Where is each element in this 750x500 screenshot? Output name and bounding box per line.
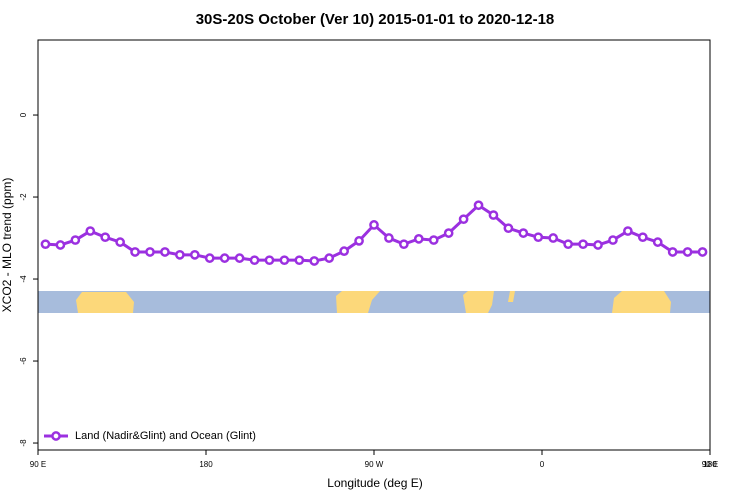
data-point (623, 226, 633, 236)
data-point (652, 237, 663, 247)
ocean-band (38, 291, 710, 313)
data-point (324, 253, 335, 263)
data-point (369, 220, 379, 230)
data-point (85, 226, 96, 236)
y-tick-label: 0 (19, 112, 28, 117)
data-point (160, 247, 170, 257)
data-point (189, 249, 200, 260)
data-point (234, 253, 245, 263)
data-point (682, 247, 693, 257)
data-point (563, 239, 573, 250)
land-patch (612, 291, 671, 313)
data-point (40, 239, 51, 250)
data-point (100, 232, 111, 243)
data-point (548, 233, 559, 243)
data-point (294, 255, 305, 266)
data-point (279, 255, 290, 266)
data-point (518, 228, 529, 238)
data-point (339, 246, 349, 256)
land-patch (76, 292, 134, 313)
data-point (204, 253, 215, 263)
y-tick-label: -8 (19, 439, 28, 447)
data-point (503, 223, 514, 234)
data-point (578, 239, 588, 250)
data-point (533, 232, 544, 243)
land-mask (38, 291, 710, 313)
data-point (249, 255, 260, 266)
y-tick-label: -2 (19, 193, 28, 201)
x-tick-label: 90 E (30, 460, 46, 469)
land-patch (463, 291, 494, 313)
data-point (637, 232, 648, 243)
data-point (130, 247, 140, 257)
data-point (264, 255, 275, 266)
data-point (413, 234, 424, 244)
x-tick-label: 90 W (365, 460, 384, 469)
x-tick-label: 180 (199, 460, 213, 469)
data-point (473, 200, 484, 211)
data-point (115, 237, 125, 247)
x-axis-label: Longitude (deg E) (327, 476, 422, 490)
x-tick-label: 0 (540, 460, 545, 469)
data-point (70, 235, 81, 245)
legend-label: Land (Nadir&Glint) and Ocean (Glint) (75, 430, 256, 442)
land-patch (336, 291, 380, 313)
data-point (55, 240, 66, 250)
x-tick-label: 180 (703, 460, 717, 469)
chart-title: 30S-20S October (Ver 10) 2015-01-01 to 2… (196, 11, 555, 28)
data-point (399, 239, 409, 250)
series-line (45, 203, 703, 263)
data-point (593, 240, 603, 250)
data-point (428, 235, 439, 245)
data-point (145, 247, 155, 257)
data-point (458, 214, 469, 225)
data-point (667, 247, 678, 257)
data-point (697, 247, 708, 257)
legend-marker (51, 431, 61, 441)
y-axis-label: XCO2 - MLO trend (ppm) (0, 178, 14, 313)
y-tick-label: -6 (19, 357, 28, 365)
y-tick-label: -4 (19, 275, 28, 283)
x-tick-label: 90 E (702, 460, 718, 469)
data-point (384, 233, 394, 243)
data-point (608, 235, 618, 245)
data-point (309, 256, 320, 266)
data-point (175, 249, 185, 260)
data-point (488, 210, 499, 220)
data-point (443, 228, 454, 238)
land-patch (508, 291, 515, 302)
plot-frame (37, 39, 711, 451)
data-point (219, 253, 230, 263)
data-point (354, 236, 364, 246)
